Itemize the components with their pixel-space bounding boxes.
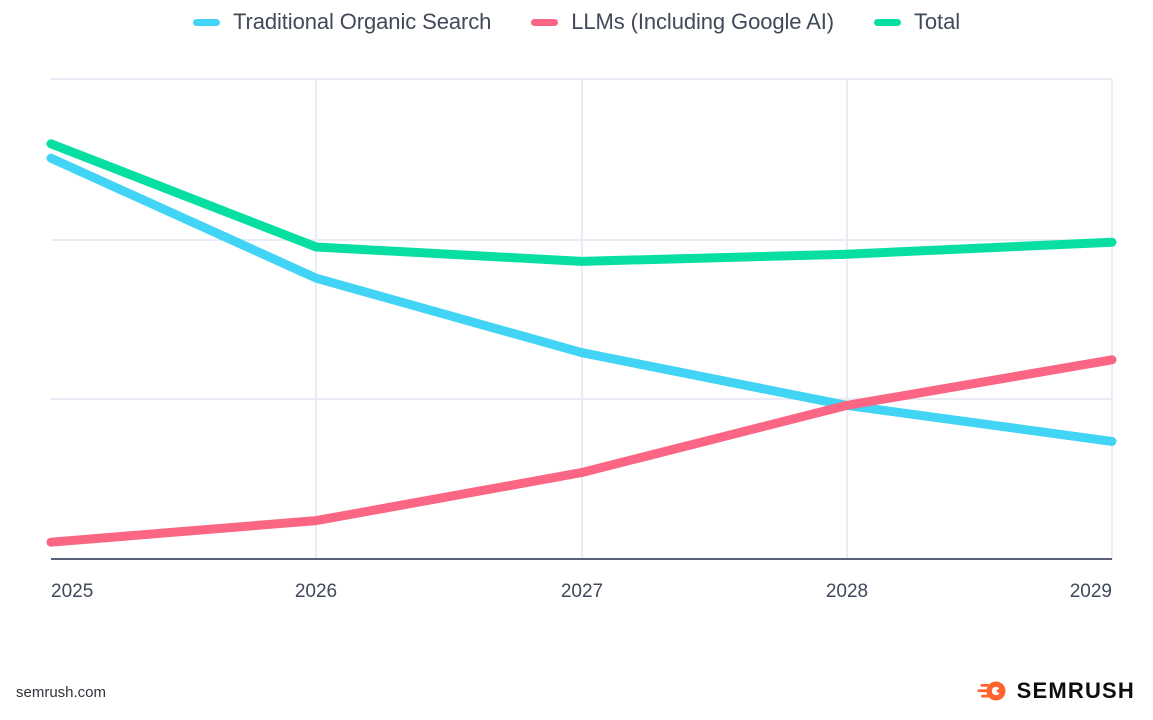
chart-footer: semrush.com SEMRUSH <box>0 660 1153 720</box>
x-tick-label: 2029 <box>1070 581 1112 602</box>
x-tick-label: 2028 <box>826 581 868 602</box>
x-tick-label: 2025 <box>51 581 93 602</box>
source-label: semrush.com <box>16 684 107 701</box>
legend-item-llms[interactable]: LLMs (Including Google AI) <box>531 9 834 35</box>
x-axis-tick-labels: 2025 2026 2027 2028 2029 <box>51 581 1112 602</box>
x-tick-label: 2026 <box>295 581 337 602</box>
legend-item-traditional-organic-search[interactable]: Traditional Organic Search <box>192 9 492 35</box>
chart-legend: Traditional Organic Search LLMs (Includi… <box>0 0 1153 44</box>
line-swatch-icon <box>531 18 559 26</box>
legend-item-total[interactable]: Total <box>874 9 960 35</box>
x-tick-label: 2027 <box>561 581 603 602</box>
legend-item-label: LLMs (Including Google AI) <box>571 9 835 34</box>
series-line-llms <box>46 355 1117 547</box>
line-swatch-icon <box>192 18 220 26</box>
chart-container: 2025 2026 2027 2028 2029 <box>0 44 1153 660</box>
semrush-comet-icon <box>977 681 1006 701</box>
semrush-logo: SEMRUSH <box>977 678 1135 704</box>
series-line-traditional-organic-search <box>46 153 1117 446</box>
line-chart-plot: 2025 2026 2027 2028 2029 <box>46 78 1117 602</box>
series-line-total <box>46 139 1117 266</box>
legend-item-label: Total <box>914 9 960 34</box>
line-swatch-icon <box>874 18 902 26</box>
legend-item-label: Traditional Organic Search <box>232 9 492 34</box>
semrush-wordmark: SEMRUSH <box>1016 678 1135 703</box>
vertical-gridlines <box>315 79 1113 559</box>
